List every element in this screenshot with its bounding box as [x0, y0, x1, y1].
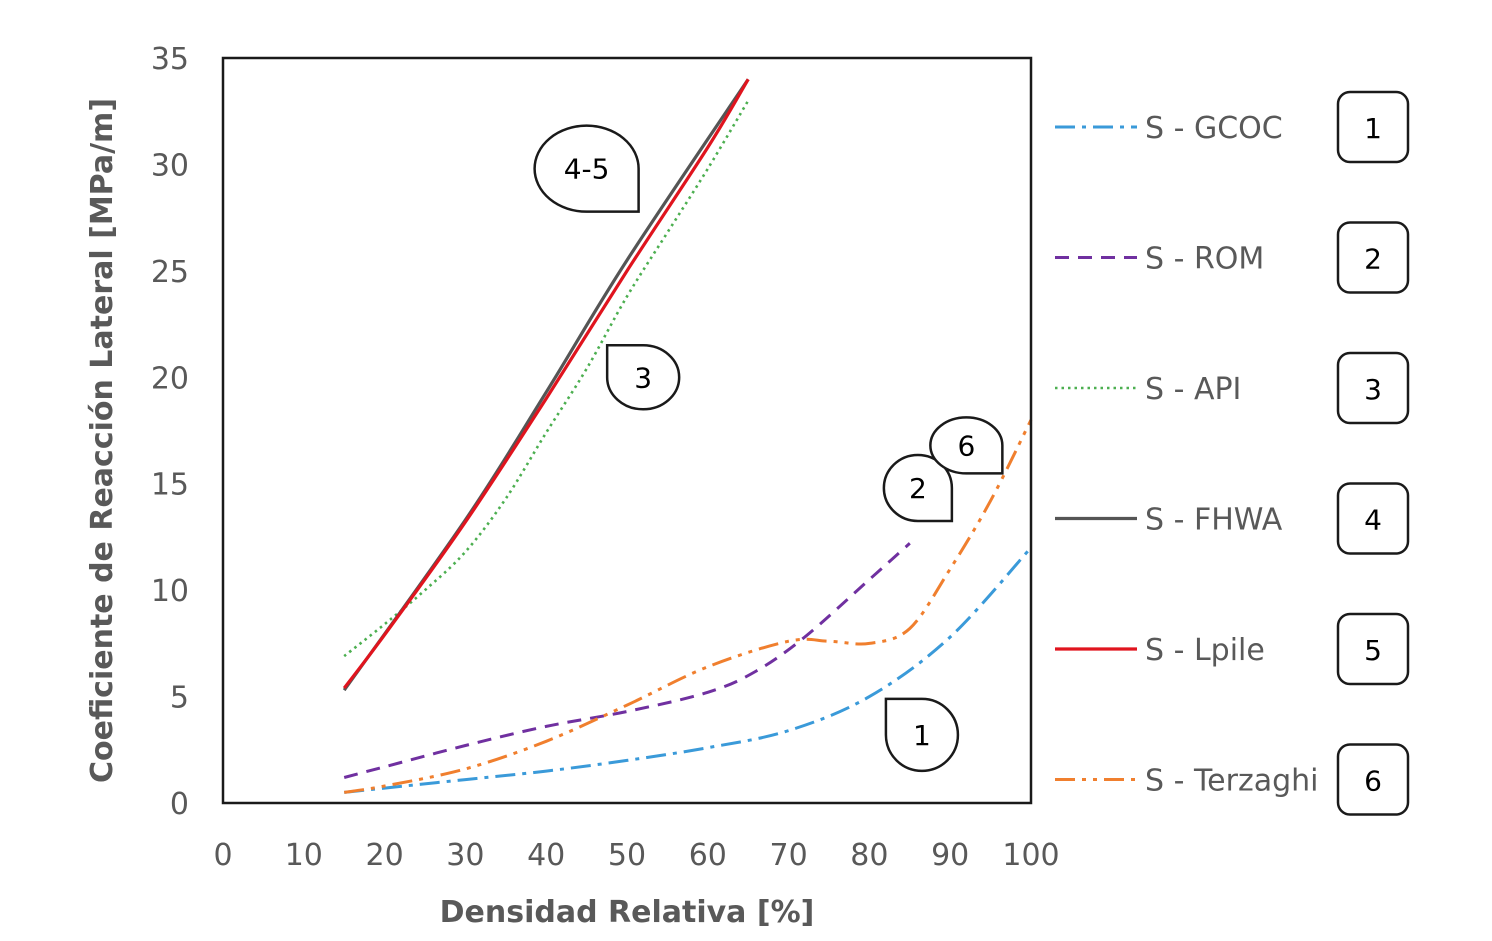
callout-bubble-2	[605, 344, 681, 411]
legend-badge-6	[1336, 743, 1410, 816]
series-lines	[342, 78, 1033, 794]
y-tick-label: 35	[151, 42, 189, 77]
x-tick-label: 50	[608, 838, 646, 873]
legend-label-2: S - ROM	[1145, 242, 1264, 277]
legend-badge-label-1: 1	[1364, 112, 1382, 145]
series-line-5	[342, 78, 750, 690]
y-tick-label: 15	[151, 468, 189, 503]
x-axis-ticks: 0 10 20 30 40 50 60 70 80 90 100	[213, 838, 1059, 873]
callout-label-1: 4-5	[564, 153, 610, 186]
y-tick-label: 5	[170, 681, 189, 716]
callout-label-3: 2	[909, 472, 927, 505]
x-tick-label: 20	[366, 838, 404, 873]
legend: S - GCOC 1 S - ROM 2 S - API 3 S - FHWA 4 S - Lp…	[1055, 90, 1410, 816]
x-axis-title: Densidad Relativa [%]	[440, 895, 815, 930]
y-tick-label: 25	[151, 255, 189, 290]
legend-label-5: S - Lpile	[1145, 633, 1265, 668]
callout-bubble-5	[884, 697, 960, 773]
series-line-1	[344, 546, 1033, 794]
x-tick-label: 70	[770, 838, 808, 873]
legend-badge-label-5: 5	[1364, 634, 1382, 667]
y-tick-label: 20	[151, 361, 189, 396]
legend-badge-3	[1336, 351, 1410, 425]
legend-badge-4	[1336, 482, 1410, 555]
x-tick-label: 0	[213, 838, 232, 873]
y-axis-title: Coeficiente de Reacción Lateral [MPa/m]	[85, 98, 120, 783]
legend-badge-label-3: 3	[1364, 373, 1382, 406]
callout-label-4: 6	[957, 429, 975, 462]
legend-label-4: S - FHWA	[1145, 503, 1283, 538]
legend-label-1: S - GCOC	[1145, 111, 1283, 146]
legend-badge-label-4: 4	[1364, 504, 1382, 537]
callout-bubble-1	[533, 124, 640, 213]
series-line-3	[343, 99, 750, 658]
legend-label-6: S - Terzaghi	[1145, 764, 1318, 799]
x-tick-label: 60	[689, 838, 727, 873]
legend-badge-label-2: 2	[1364, 243, 1382, 276]
y-axis-ticks: 0 5 10 15 20 25 30 35	[151, 42, 189, 822]
legend-badge-5	[1336, 612, 1410, 686]
x-tick-label: 80	[850, 838, 888, 873]
legend-badge-1	[1336, 90, 1410, 164]
y-tick-label: 10	[151, 574, 189, 609]
x-tick-label: 40	[527, 838, 565, 873]
legend-badge-label-6: 6	[1364, 765, 1382, 798]
y-tick-label: 30	[151, 148, 189, 183]
legend-badge-2	[1336, 221, 1410, 294]
x-tick-label: 30	[446, 838, 484, 873]
x-tick-label: 100	[1002, 838, 1059, 873]
x-tick-label: 10	[285, 838, 323, 873]
legend-label-3: S - API	[1145, 372, 1241, 407]
callout-bubble-4	[929, 416, 1004, 475]
plot-frame	[221, 56, 1033, 805]
series-line-6	[343, 419, 1033, 794]
callout-label-2: 3	[634, 361, 652, 394]
callouts: 4-5 3 26 1	[533, 124, 1004, 773]
y-tick-label: 0	[170, 787, 189, 822]
callout-label-5: 1	[913, 719, 931, 752]
x-tick-label: 90	[931, 838, 969, 873]
